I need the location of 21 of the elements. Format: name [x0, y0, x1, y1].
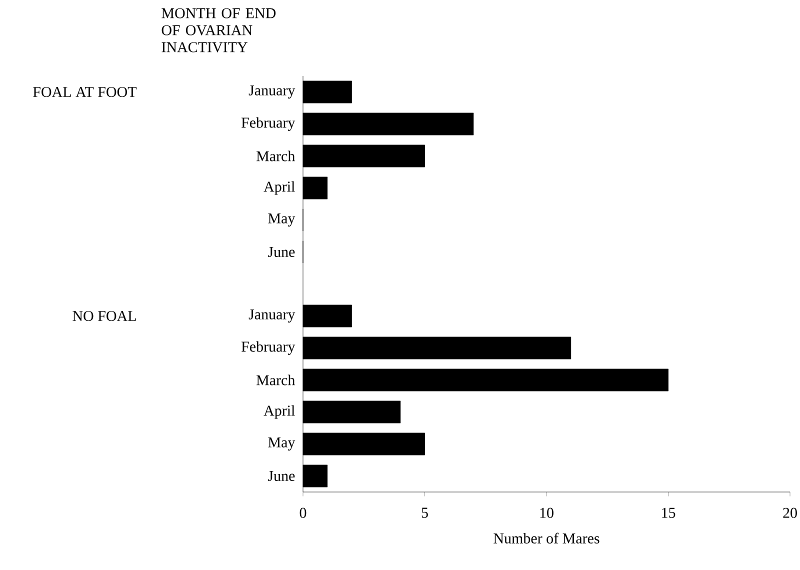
x-tick-label: 15: [662, 508, 676, 518]
text: FOAL AT FOOT: [33, 86, 137, 98]
x-tick-label: 0: [300, 508, 306, 518]
y-tick-label: January: [248, 309, 296, 323]
x-tick-label: 10: [540, 508, 554, 518]
text: NO FOAL: [72, 310, 136, 322]
y-tick-label: February: [241, 117, 296, 131]
y-tick-label: May: [268, 437, 296, 451]
x-tick-label: 5: [422, 508, 428, 518]
y-axis-title: MONTH OF END OF OVARIAN INACTIVITY: [162, 8, 276, 52]
y-tick-label: May: [268, 213, 296, 227]
y-tick-label: February: [241, 341, 296, 355]
y-tick-label: March: [256, 150, 295, 162]
y-tick-label: April: [264, 405, 295, 419]
y-tick-label: January: [248, 85, 296, 99]
y-tick-label: June: [268, 247, 295, 257]
x-axis-title: Number of Mares: [494, 532, 600, 544]
x-tick-label: 20: [783, 508, 797, 518]
y-tick-label: April: [264, 181, 295, 195]
y-tick-label: June: [268, 471, 295, 481]
y-tick-label: March: [256, 374, 295, 386]
